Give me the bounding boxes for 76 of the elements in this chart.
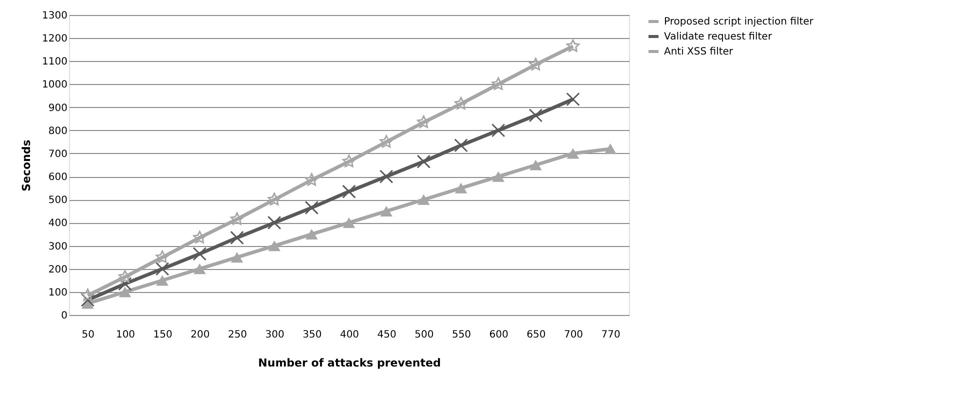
x-axis-title: Number of attacks prevented bbox=[258, 356, 441, 370]
point bbox=[380, 135, 393, 148]
x-tick-label: 450 bbox=[377, 330, 396, 340]
point bbox=[566, 92, 580, 106]
y-tick-label: 0 bbox=[61, 310, 68, 322]
point bbox=[342, 184, 356, 198]
point bbox=[528, 108, 543, 122]
legend-label: Validate request filter bbox=[664, 32, 773, 42]
legend-label: Proposed script injection filter bbox=[664, 16, 814, 28]
point bbox=[156, 250, 169, 264]
point bbox=[454, 182, 468, 194]
point bbox=[194, 264, 206, 274]
x-tick-label: 400 bbox=[340, 330, 360, 340]
point bbox=[304, 200, 319, 215]
y-axis-title: Seconds bbox=[20, 139, 34, 192]
point bbox=[342, 154, 356, 168]
y-tick-label: 400 bbox=[48, 218, 68, 230]
point bbox=[118, 270, 132, 283]
point bbox=[81, 288, 94, 302]
point bbox=[380, 206, 392, 216]
point bbox=[566, 148, 580, 159]
point bbox=[155, 262, 170, 276]
x-tick-label: 150 bbox=[153, 330, 172, 340]
point bbox=[566, 39, 580, 52]
point bbox=[454, 96, 468, 110]
point bbox=[492, 77, 505, 90]
y-tick-label: 100 bbox=[48, 287, 68, 298]
point bbox=[193, 230, 206, 244]
x-tick-label: 300 bbox=[265, 330, 284, 340]
x-tick-label: 100 bbox=[116, 330, 136, 340]
x-tick-label: 250 bbox=[228, 330, 248, 340]
point bbox=[491, 124, 506, 138]
y-tick-label: 300 bbox=[48, 241, 68, 252]
y-tick-label: 200 bbox=[48, 264, 68, 276]
point bbox=[379, 170, 394, 184]
point bbox=[156, 275, 168, 286]
x-tick-label: 770 bbox=[601, 330, 620, 340]
x-tick-label: 550 bbox=[452, 330, 472, 340]
point bbox=[192, 246, 207, 261]
point bbox=[306, 228, 318, 240]
point bbox=[417, 115, 430, 128]
point bbox=[530, 160, 542, 170]
point bbox=[305, 173, 318, 186]
point bbox=[118, 276, 132, 291]
x-tick-label: 650 bbox=[526, 330, 546, 340]
x-tick-label: 350 bbox=[302, 330, 322, 340]
x-tick-label: 200 bbox=[190, 330, 210, 340]
x-tick-label: 500 bbox=[414, 330, 434, 340]
point bbox=[80, 293, 95, 307]
y-tick-label: 1000 bbox=[42, 80, 68, 91]
point bbox=[529, 58, 542, 70]
point bbox=[230, 230, 244, 245]
y-tick-label: 1100 bbox=[42, 56, 68, 68]
legend-label: Anti XSS filter bbox=[664, 46, 734, 58]
point bbox=[230, 252, 244, 263]
x-tick-label: 50 bbox=[82, 330, 95, 340]
point bbox=[230, 212, 244, 225]
point bbox=[604, 144, 616, 154]
x-tick-label: 600 bbox=[489, 330, 508, 340]
y-tick-label: 600 bbox=[48, 172, 68, 184]
y-tick-label: 900 bbox=[48, 102, 68, 114]
y-tick-label: 1300 bbox=[42, 10, 68, 22]
point bbox=[492, 171, 504, 182]
point bbox=[267, 216, 282, 230]
point bbox=[416, 154, 431, 168]
x-tick-label: 700 bbox=[564, 330, 584, 340]
point bbox=[342, 217, 356, 228]
y-tick-label: 500 bbox=[48, 195, 68, 206]
point bbox=[418, 194, 430, 205]
point bbox=[268, 240, 280, 252]
y-tick-label: 1200 bbox=[42, 34, 68, 45]
y-tick-label: 700 bbox=[48, 148, 68, 160]
point bbox=[454, 138, 468, 152]
point bbox=[268, 192, 281, 206]
y-tick-label: 800 bbox=[48, 126, 68, 137]
point bbox=[118, 286, 132, 298]
